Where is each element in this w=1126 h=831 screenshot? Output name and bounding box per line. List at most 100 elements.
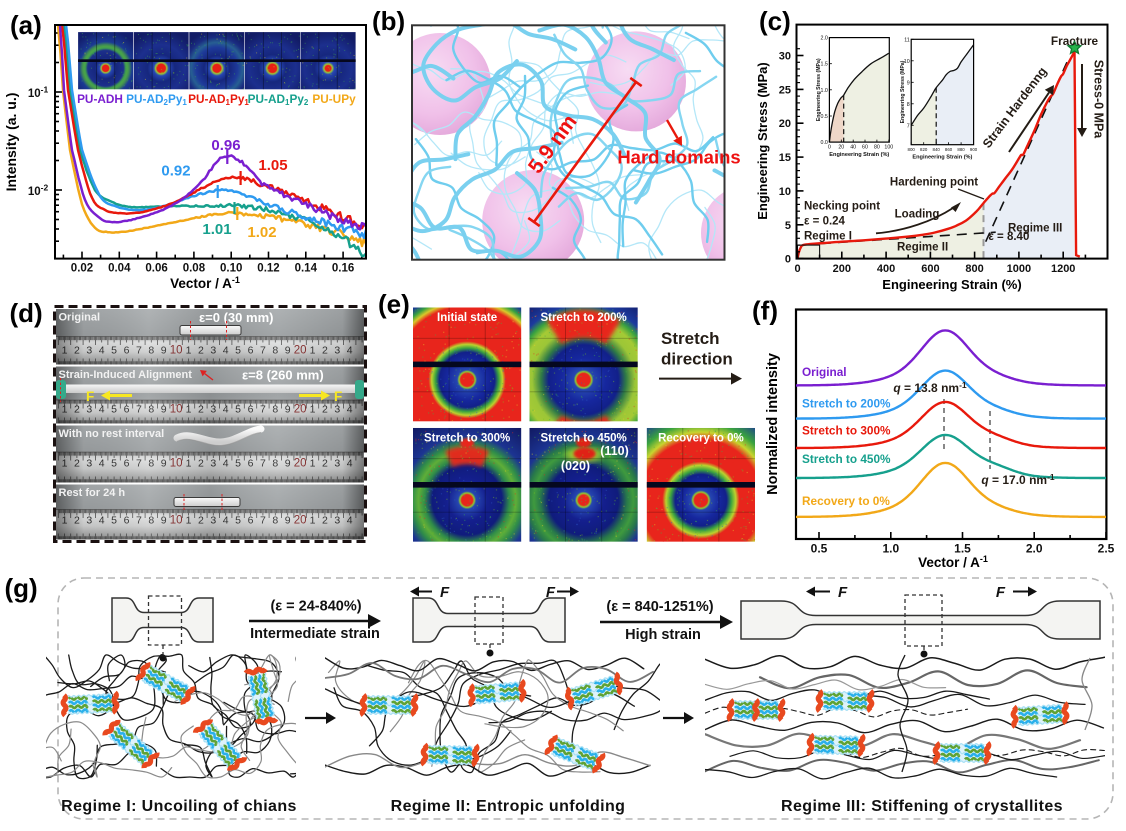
svg-text:15: 15: [779, 152, 791, 164]
svg-text:40: 40: [850, 145, 856, 151]
svg-text:Original: Original: [802, 365, 847, 379]
svg-text:Vector / A-1: Vector / A-1: [170, 275, 240, 291]
svg-text:Stretch to 200%: Stretch to 200%: [802, 397, 891, 411]
svg-text:60: 60: [862, 145, 868, 151]
svg-text:2.0: 2.0: [1026, 542, 1043, 556]
svg-text:With no rest interval: With no rest interval: [59, 428, 165, 440]
svg-text:0.10: 0.10: [220, 263, 242, 275]
svg-text:(g): (g): [5, 573, 38, 603]
svg-text:Hardening point: Hardening point: [890, 177, 978, 189]
svg-text:0.5: 0.5: [811, 542, 828, 556]
svg-text:Loading: Loading: [895, 209, 940, 221]
svg-text:ε=0 (30 mm): ε=0 (30 mm): [199, 310, 273, 325]
svg-text:(110): (110): [600, 444, 629, 458]
svg-text:0: 0: [828, 145, 831, 151]
svg-text:820: 820: [920, 147, 928, 152]
svg-text:(b): (b): [372, 6, 405, 36]
svg-text:1200: 1200: [1051, 263, 1075, 275]
svg-text:0.08: 0.08: [183, 263, 206, 275]
svg-text:Recovery to 0%: Recovery to 0%: [802, 494, 890, 508]
svg-text:ε = 8.40: ε = 8.40: [988, 231, 1029, 243]
svg-text:2.0: 2.0: [821, 36, 828, 42]
svg-text:(ε = 24-840%): (ε = 24-840%): [270, 599, 361, 615]
svg-text:F: F: [546, 584, 556, 601]
svg-text:q = 13.8 nm-1: q = 13.8 nm-1: [893, 380, 967, 395]
svg-text:Regime III: Regime III: [1008, 223, 1062, 235]
svg-text:0.06: 0.06: [145, 263, 167, 275]
svg-text:Regime I: Regime I: [804, 231, 852, 243]
svg-text:20: 20: [779, 118, 791, 130]
svg-text:Rest for 24 h: Rest for 24 h: [59, 487, 126, 499]
svg-text:10: 10: [779, 186, 791, 198]
svg-text:F: F: [838, 584, 848, 601]
svg-text:0.16: 0.16: [332, 263, 354, 275]
svg-text:600: 600: [921, 263, 939, 275]
svg-text:1.05: 1.05: [258, 157, 287, 174]
svg-text:PU-AD1​Py1​: PU-AD1​Py1​: [188, 92, 249, 107]
svg-text:200: 200: [833, 263, 851, 275]
svg-text:F: F: [996, 584, 1006, 601]
svg-text:1.0: 1.0: [882, 542, 899, 556]
svg-text:Normalized intensity: Normalized intensity: [765, 353, 781, 495]
svg-text:Engineering Strain (%): Engineering Strain (%): [912, 155, 972, 161]
svg-text:0.02: 0.02: [71, 263, 93, 275]
svg-text:7: 7: [907, 123, 910, 129]
svg-text:900: 900: [970, 147, 978, 152]
svg-text:(f): (f): [752, 296, 778, 326]
svg-text:0.92: 0.92: [161, 162, 190, 179]
svg-text:0: 0: [785, 254, 791, 266]
svg-text:1.01: 1.01: [202, 221, 231, 238]
svg-text:20: 20: [838, 145, 844, 151]
svg-text:PU-ADH: PU-ADH: [77, 92, 123, 106]
svg-text:800: 800: [965, 263, 983, 275]
svg-text:Regime II: Entropic unfolding: Regime II: Entropic unfolding: [391, 798, 626, 815]
svg-text:Initial state: Initial state: [437, 312, 497, 324]
svg-text:0.5: 0.5: [821, 114, 828, 120]
svg-text:(c): (c): [759, 6, 791, 36]
svg-text:Vector / A-1: Vector / A-1: [918, 554, 988, 570]
svg-text:High strain: High strain: [625, 627, 701, 643]
svg-text:direction: direction: [661, 350, 733, 369]
svg-text:(a): (a): [10, 10, 42, 40]
svg-text:Stretch to 300%: Stretch to 300%: [424, 432, 510, 444]
svg-text:Engineering Stress (MPa): Engineering Stress (MPa): [900, 60, 906, 123]
svg-text:25: 25: [779, 84, 791, 96]
svg-text:(ε = 840-1251%): (ε = 840-1251%): [606, 599, 713, 615]
svg-text:880: 880: [957, 147, 965, 152]
svg-text:0.0: 0.0: [821, 140, 828, 146]
svg-text:10: 10: [904, 59, 910, 65]
svg-text:F: F: [440, 584, 450, 601]
svg-text:Stretch to 200%: Stretch to 200%: [540, 312, 626, 324]
svg-text:F: F: [86, 389, 94, 404]
svg-text:2.5: 2.5: [1098, 542, 1115, 556]
svg-text:Regime I: Uncoiling of chians: Regime I: Uncoiling of chians: [61, 798, 297, 815]
svg-text:1.5: 1.5: [954, 542, 971, 556]
svg-text:1.02: 1.02: [247, 224, 276, 241]
svg-text:400: 400: [877, 263, 895, 275]
svg-text:9: 9: [907, 80, 910, 86]
svg-text:PU-UPy: PU-UPy: [312, 92, 356, 106]
svg-text:ε=8 (260 mm): ε=8 (260 mm): [242, 368, 324, 383]
svg-text:Strain-Induced Alignment: Strain-Induced Alignment: [59, 369, 193, 381]
svg-text:5: 5: [785, 220, 791, 232]
svg-text:F: F: [334, 389, 342, 404]
svg-text:840: 840: [933, 147, 941, 152]
svg-text:PU-AD1​Py2​: PU-AD1​Py2​: [248, 92, 309, 107]
svg-text:Engineering Stress (MPa): Engineering Stress (MPa): [816, 58, 822, 121]
svg-text:Engineering Strain (%): Engineering Strain (%): [882, 277, 1021, 292]
svg-text:0.96: 0.96: [211, 137, 240, 154]
svg-text:100: 100: [884, 145, 893, 151]
svg-text:Stretch to 300%: Stretch to 300%: [802, 424, 891, 438]
svg-text:Stretch to 450%: Stretch to 450%: [802, 452, 891, 466]
svg-text:8: 8: [907, 102, 910, 108]
svg-text:PU-AD2​Py1​: PU-AD2​Py1​: [126, 92, 187, 107]
svg-text:(020): (020): [561, 459, 590, 473]
svg-text:11: 11: [904, 37, 910, 43]
svg-text:Recovery to 0%: Recovery to 0%: [658, 432, 744, 444]
svg-text:Hard domains: Hard domains: [617, 147, 740, 168]
svg-text:Stretch: Stretch: [661, 329, 720, 348]
svg-text:1000: 1000: [1007, 263, 1031, 275]
svg-text:ε = 0.24: ε = 0.24: [804, 216, 846, 228]
svg-text:860: 860: [945, 147, 953, 152]
svg-text:Stress-0 MPa: Stress-0 MPa: [1092, 60, 1106, 140]
